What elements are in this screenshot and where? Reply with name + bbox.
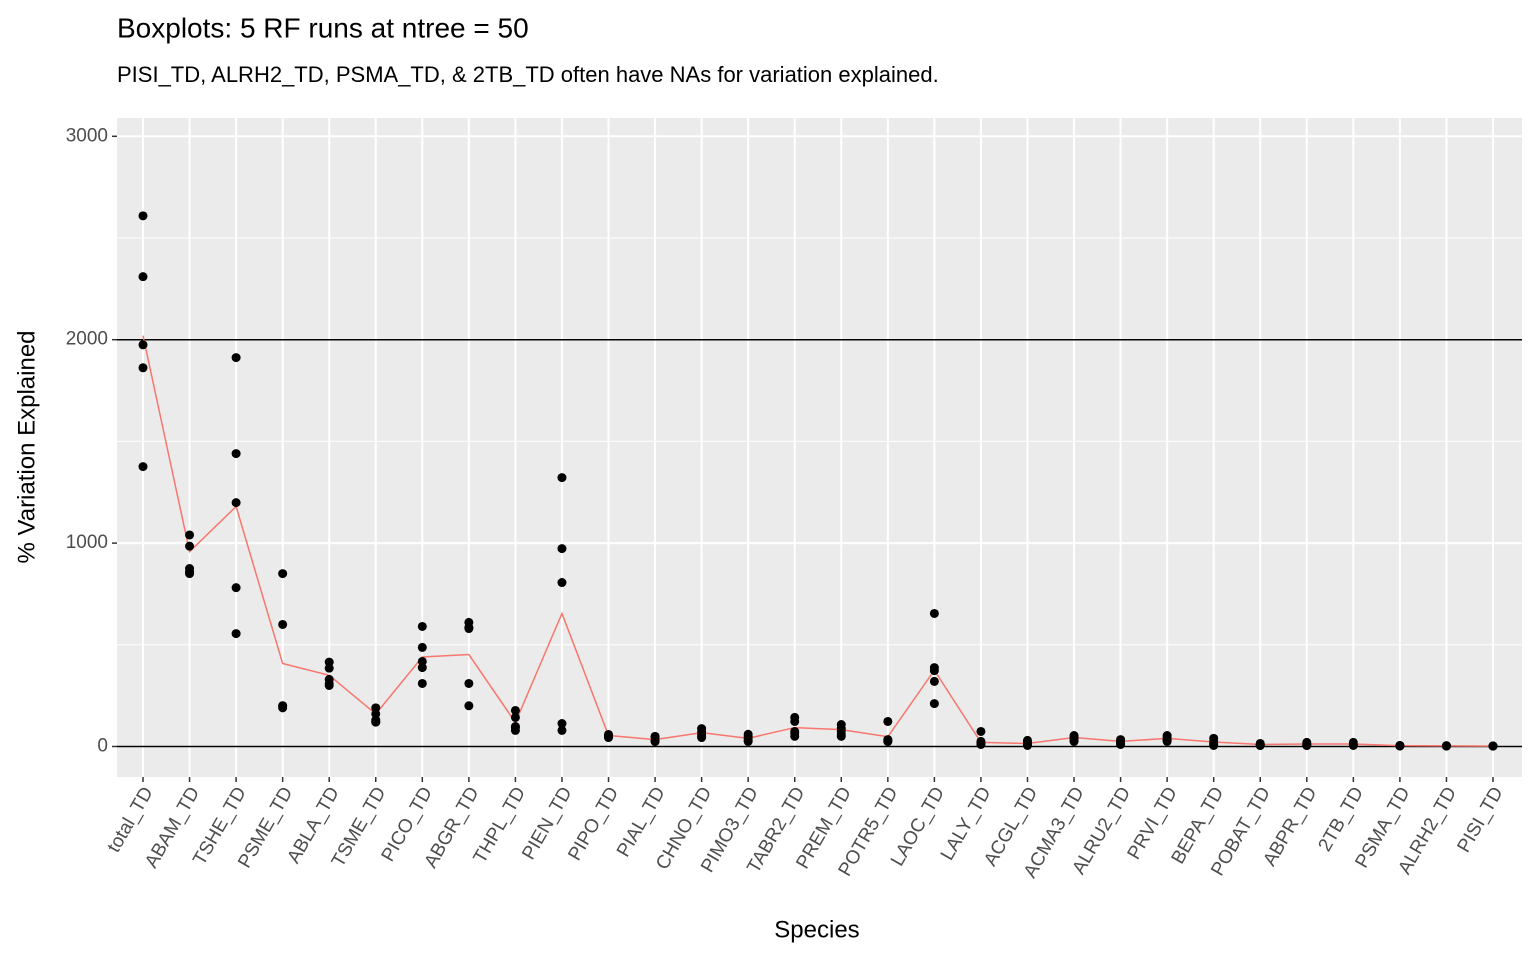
data-point [650,736,660,746]
x-axis-label: Species [774,916,859,943]
data-point [976,726,986,736]
data-point [510,712,520,722]
data-point [1348,740,1358,750]
data-point [417,678,427,688]
data-point [1162,736,1172,746]
data-point [278,569,288,579]
data-point [464,624,474,634]
data-point [557,544,567,554]
data-point [138,462,148,472]
data-point [417,663,427,673]
data-point [185,530,195,540]
data-point [417,642,427,652]
plot-panel [117,118,1522,777]
data-point [138,211,148,221]
chart-title: Boxplots: 5 RF runs at ntree = 50 [117,12,529,43]
data-point [278,701,288,711]
data-point [231,498,241,508]
data-point [231,449,241,459]
chart-subtitle: PISI_TD, ALRH2_TD, PSMA_TD, & 2TB_TD oft… [117,62,939,87]
x-tick-label: 2TB_TD [1314,784,1368,856]
data-point [138,340,148,350]
data-point [743,736,753,746]
data-point [324,680,334,690]
data-point [464,678,474,688]
data-point [557,725,567,735]
data-point [510,705,520,715]
data-point [1488,741,1498,751]
data-point [138,363,148,373]
data-point [557,578,567,588]
data-point [976,739,986,749]
data-point [929,608,939,618]
data-point [138,272,148,282]
data-point [836,731,846,741]
y-tick-label: 1000 [66,532,108,553]
data-point [929,699,939,709]
data-point [185,541,195,551]
x-tick-label: PISI_TD [1454,784,1508,857]
data-point [790,716,800,726]
data-point [1069,736,1079,746]
data-point [790,731,800,741]
data-point [417,621,427,631]
y-tick-label: 0 [97,736,108,757]
y-tick-label: 2000 [66,329,108,350]
data-point [929,666,939,676]
data-point [231,583,241,593]
y-axis-label: % Variation Explained [13,330,40,563]
data-point [278,619,288,629]
data-point [1209,740,1219,750]
data-point [231,629,241,639]
data-point [883,736,893,746]
data-point [1022,740,1032,750]
data-point [929,676,939,686]
data-point [510,725,520,735]
data-point [231,353,241,363]
data-point [697,733,707,743]
data-point [604,733,614,743]
data-point [371,717,381,727]
data-point [883,716,893,726]
mean-line [142,335,1494,747]
data-point [324,663,334,673]
data-point [185,569,195,579]
data-point [557,719,567,729]
data-point [464,701,474,711]
data-point [1302,740,1312,750]
data-point [1116,739,1126,749]
data-point [1441,741,1451,751]
data-point [557,473,567,483]
y-tick-label: 3000 [66,125,108,146]
data-point [1395,741,1405,751]
data-point [1255,740,1265,750]
